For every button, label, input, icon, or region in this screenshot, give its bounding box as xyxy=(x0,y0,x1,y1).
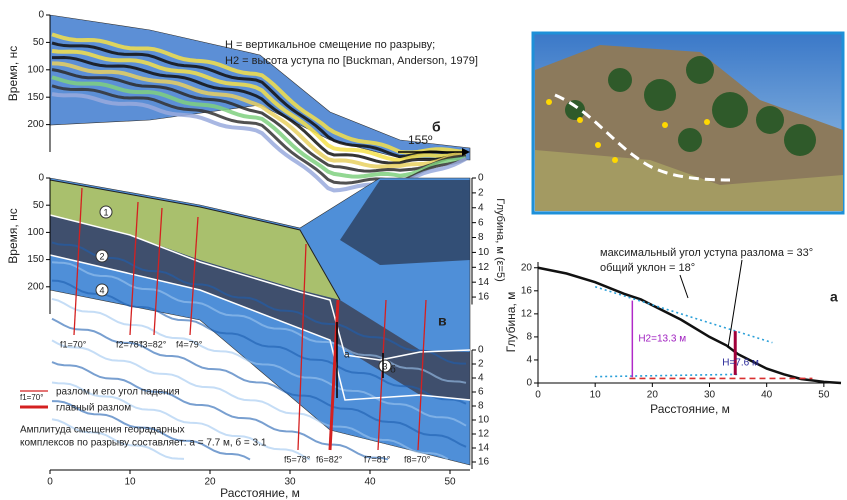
y2-tick-label: 8 xyxy=(478,232,484,243)
x-tick-label: 10 xyxy=(124,477,136,488)
legend-sample: f1=70° xyxy=(20,393,43,402)
y-tick-label: 200 xyxy=(27,119,44,130)
fault-label: f2=78° xyxy=(116,339,143,349)
y-tick-label: 50 xyxy=(33,200,45,211)
y2-axis-label: Глубина, м (ε=5) xyxy=(494,198,506,282)
y2-tick-label: 0 xyxy=(478,173,484,184)
photo xyxy=(533,33,843,213)
azimuth: 155º xyxy=(408,133,433,147)
y2-tick-label: 10 xyxy=(478,415,490,426)
fault-label: f6=82° xyxy=(316,454,343,464)
y-axis-label: Время, нс xyxy=(6,46,20,101)
note: H2 = высота уступа по [Buckman, Anderson… xyxy=(225,55,478,67)
y2-tick-label: 10 xyxy=(478,247,490,258)
fault-label: f1=70° xyxy=(60,339,87,349)
series-line xyxy=(595,374,738,376)
y-tick-label: 0 xyxy=(38,173,44,184)
y2-tick-label: 16 xyxy=(478,457,490,468)
axes xyxy=(538,262,841,383)
y-tick-label: 8 xyxy=(526,332,532,343)
fault-label: f8=70° xyxy=(404,454,431,464)
pointer xyxy=(680,275,688,298)
fault-label: f7=81° xyxy=(364,454,391,464)
y-axis-label: Время, нс xyxy=(6,208,20,263)
y2-tick-label: 2 xyxy=(478,188,484,199)
y2-tick-label: 12 xyxy=(478,429,490,440)
annotation: общий уклон = 18° xyxy=(600,262,695,274)
panel-label: в xyxy=(438,313,447,329)
arrow-label: H=7.6 м xyxy=(722,358,759,369)
y-tick-label: 200 xyxy=(27,281,44,292)
legend-text: разлом и его угол падения xyxy=(56,387,180,398)
note: Амплитуда смещения георадарных xyxy=(20,425,185,436)
y2-tick-label: 6 xyxy=(478,387,484,398)
x-tick-label: 20 xyxy=(204,477,216,488)
x-axis-label: Расстояние, м xyxy=(220,486,300,500)
y2-tick-label: 4 xyxy=(478,202,484,213)
x-axis-label: Расстояние, м xyxy=(650,402,730,416)
y-tick-label: 20 xyxy=(521,262,533,273)
figure: 050100150200Время, нсH = вертикальное см… xyxy=(0,0,847,500)
y-tick-label: 150 xyxy=(27,92,44,103)
unit-label: 4 xyxy=(99,285,104,295)
x-tick-label: 50 xyxy=(818,390,830,401)
y2-tick-label: 2 xyxy=(478,359,484,370)
annotation: максимальный угол уступа разлома = 33° xyxy=(600,247,813,259)
y2-tick-label: 6 xyxy=(478,217,484,228)
y-tick-label: 150 xyxy=(27,254,44,265)
y-tick-label: 50 xyxy=(33,37,45,48)
x-tick-label: 0 xyxy=(47,477,53,488)
fault-label: f5=78° xyxy=(284,454,311,464)
y2-tick-label: 16 xyxy=(478,292,490,303)
y-tick-label: 4 xyxy=(526,355,532,366)
y-tick-label: 0 xyxy=(526,378,532,389)
x-tick-label: 10 xyxy=(590,390,602,401)
note: H = вертикальное смещение по разрыву; xyxy=(225,39,435,51)
y2-tick-label: 0 xyxy=(478,345,484,356)
x-tick-label: 40 xyxy=(364,477,376,488)
panel-label: а xyxy=(830,289,838,305)
series-line xyxy=(538,268,841,383)
x-tick-label: 20 xyxy=(647,390,659,401)
y2-tick-label: 4 xyxy=(478,373,484,384)
y2-tick-label: 14 xyxy=(478,277,490,288)
y-tick-label: 0 xyxy=(38,10,44,21)
y2-tick-label: 14 xyxy=(478,443,490,454)
legend-text: главный разлом xyxy=(56,403,131,414)
y2-tick-label: 8 xyxy=(478,401,484,412)
y-tick-label: 16 xyxy=(521,285,533,296)
amplitude-label: б xyxy=(390,364,396,376)
y2-tick-label: 12 xyxy=(478,262,490,273)
amplitude-label: а xyxy=(344,350,350,361)
x-tick-label: 30 xyxy=(704,390,716,401)
fault-label: f4=79° xyxy=(176,339,203,349)
note: комплексов по разрыву составляет: а = 7.… xyxy=(20,437,267,449)
y-tick-label: 100 xyxy=(27,64,44,75)
y-axis-label: Глубина, м xyxy=(504,292,518,353)
y-tick-label: 12 xyxy=(521,308,533,319)
y-tick-label: 100 xyxy=(27,227,44,238)
unit-label: 1 xyxy=(103,207,108,217)
arrow-label: H2=13.3 м xyxy=(638,334,686,345)
fault-label: f3=82° xyxy=(140,339,167,349)
x-tick-label: 0 xyxy=(535,390,541,401)
x-tick-label: 50 xyxy=(444,477,456,488)
unit-label: 2 xyxy=(99,251,104,261)
panel-label: б xyxy=(432,119,441,135)
x-tick-label: 40 xyxy=(761,390,773,401)
